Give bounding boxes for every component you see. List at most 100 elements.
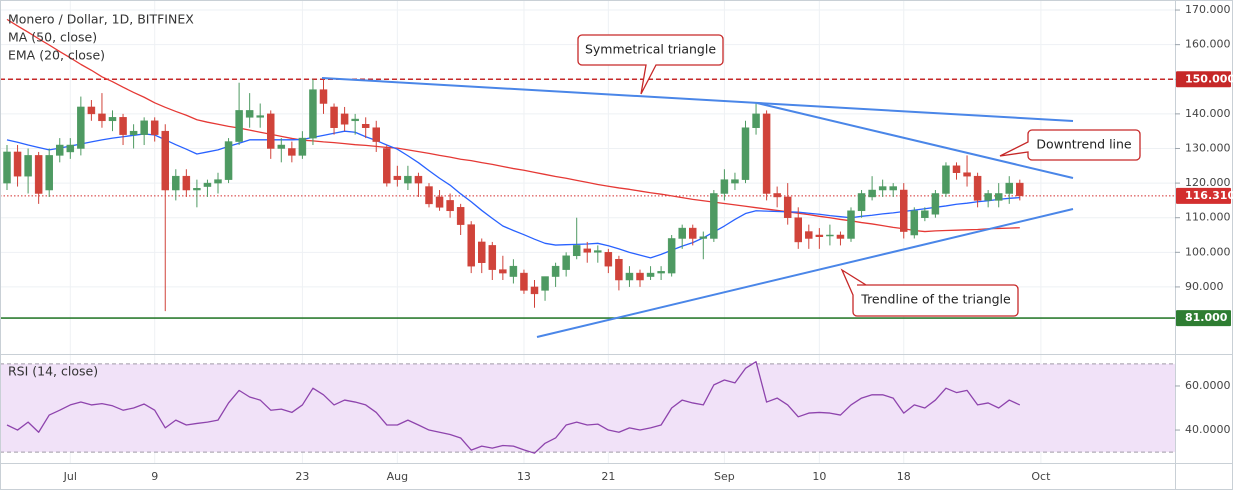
candle-body	[245, 110, 254, 118]
candle-body	[383, 148, 391, 184]
y-tick-label: 160.000	[1185, 38, 1231, 51]
x-tick-label: Jul	[63, 470, 77, 483]
candle-body	[752, 113, 760, 128]
candle-body	[889, 186, 897, 191]
candle-body	[235, 110, 243, 142]
candle-body	[140, 120, 148, 135]
candle-body	[625, 272, 634, 281]
candle-body	[657, 271, 665, 274]
candle-body	[699, 236, 708, 239]
candle-body	[762, 113, 771, 194]
rsi-title: RSI (14, close)	[8, 364, 98, 379]
rsi-line	[6, 361, 1021, 454]
candle-body	[309, 89, 317, 139]
candle-body	[467, 224, 475, 267]
x-tick-label: 9	[151, 470, 158, 483]
candle-body	[562, 255, 570, 270]
candle-body	[488, 245, 497, 270]
candle-body	[203, 182, 212, 187]
x-tick-label: 21	[601, 470, 615, 483]
candle-body	[172, 175, 180, 191]
candle-body	[551, 265, 560, 277]
annotation: Trendline of the triangle	[860, 292, 1011, 307]
candle-body	[330, 106, 338, 128]
candle-body	[931, 193, 940, 215]
triangle-lower-line	[536, 208, 1074, 338]
candle-body	[393, 175, 402, 180]
candle-body	[509, 265, 518, 277]
candle-body	[678, 227, 686, 239]
candle-body	[815, 234, 824, 237]
candle-body	[108, 117, 117, 122]
candle-body	[182, 175, 191, 191]
candle-body	[277, 144, 286, 149]
candle-body	[910, 210, 919, 236]
callout-box	[577, 34, 724, 95]
candle-body	[98, 113, 106, 122]
candle-body	[224, 141, 233, 180]
candle-body	[973, 175, 982, 201]
x-tick-label: 18	[897, 470, 911, 483]
legend-entry: MA (50, close)	[8, 30, 97, 45]
candle-body	[689, 227, 697, 239]
candle-body	[435, 196, 444, 208]
candle-body	[13, 151, 22, 177]
callout-box	[999, 129, 1141, 161]
candle-body	[921, 210, 929, 218]
price-tag-label: 116.310	[1185, 189, 1233, 202]
candle-body	[414, 175, 423, 184]
candle-body	[868, 189, 876, 198]
candle-body	[77, 106, 85, 149]
candle-body	[34, 155, 43, 194]
candle-body	[193, 188, 201, 191]
y-tick-label: 110.000	[1185, 211, 1231, 224]
price-tag-label: 81.000	[1185, 311, 1228, 324]
candle-body	[340, 113, 349, 125]
candle-body	[256, 115, 264, 118]
y-tick-label: 170.000	[1185, 3, 1231, 16]
y-tick-label: 40.0000	[1185, 423, 1231, 436]
y-tick-label: 120.000	[1185, 176, 1231, 189]
x-tick-label: Oct	[1031, 470, 1051, 483]
price-tag	[1176, 71, 1231, 88]
candle-body	[520, 272, 528, 291]
candle-body	[1005, 182, 1013, 194]
candle-body	[161, 130, 169, 191]
candle-body	[267, 113, 275, 149]
candle-body	[1016, 182, 1024, 197]
y-tick-label: 100.000	[1185, 245, 1231, 258]
candle-body	[952, 165, 961, 173]
y-tick-label: 60.0000	[1185, 379, 1231, 392]
candle-body	[783, 196, 792, 218]
annotation: Symmetrical triangle	[585, 42, 716, 57]
candle-body	[530, 286, 539, 295]
candle-body	[984, 193, 992, 201]
grid-layer	[0, 0, 1175, 463]
candle-body	[794, 217, 802, 243]
candle-body	[963, 172, 971, 177]
candle-body	[857, 193, 866, 212]
candle-body	[478, 241, 486, 263]
overlay-layer: Symmetrical triangle Downtrend line Tren…	[8, 12, 1141, 379]
x-tick-label: Aug	[387, 470, 408, 483]
candle-body	[667, 238, 676, 274]
price-tag-label: 150.000	[1185, 72, 1233, 85]
candle-body	[847, 210, 855, 239]
candle-body	[119, 117, 127, 135]
legend-entry: EMA (20, close)	[8, 48, 105, 63]
candle-body	[994, 193, 1003, 201]
candle-body	[24, 155, 32, 177]
candle-body	[150, 120, 159, 135]
candle-body	[836, 234, 845, 239]
candle-body	[319, 89, 328, 104]
annotation: Downtrend line	[1036, 137, 1132, 152]
candle-body	[604, 252, 613, 267]
candle-body	[615, 258, 623, 281]
y-tick-label: 130.000	[1185, 141, 1231, 154]
candle-body	[541, 276, 549, 291]
callout-box	[840, 268, 1019, 317]
candle-body	[361, 124, 370, 128]
candle-body	[710, 193, 718, 239]
candle-body	[298, 137, 307, 156]
candle-body	[499, 269, 507, 274]
